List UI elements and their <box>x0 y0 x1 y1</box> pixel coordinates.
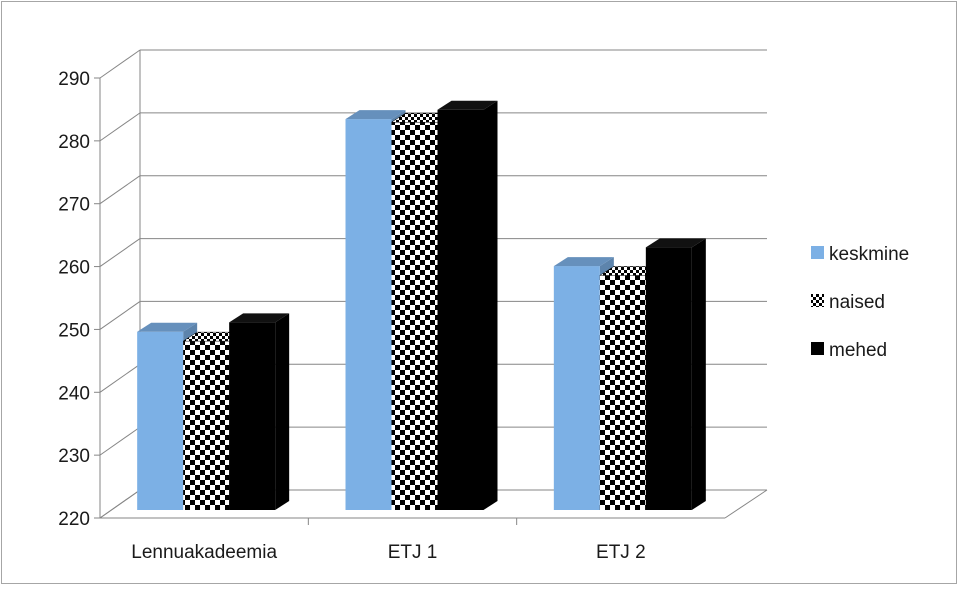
gridline-side-230 <box>99 426 141 456</box>
x-tick-label: ETJ 2 <box>596 542 646 563</box>
bar-front-face <box>229 322 276 510</box>
y-tick-label: 230 <box>58 446 90 467</box>
wall-floor-right-edge <box>724 489 768 519</box>
y-tick-label: 250 <box>58 320 90 341</box>
gridline-side-290 <box>99 49 141 79</box>
legend-item-keskmine: keskmine <box>811 244 909 265</box>
legend-swatch <box>811 342 824 355</box>
gridline-side-270 <box>99 175 141 205</box>
bar-top-face <box>137 322 198 332</box>
bar-front-face <box>437 109 484 511</box>
legend-item-mehed: mehed <box>811 340 887 361</box>
bar-top-face <box>437 100 498 110</box>
gridline-side-220 <box>99 489 141 519</box>
x-tick-label: Lennuakadeemia <box>131 542 277 563</box>
bar-top-face <box>645 238 706 248</box>
bar-front-face <box>137 331 184 510</box>
y-tick-label: 270 <box>58 195 90 216</box>
bar-top-face <box>345 110 406 120</box>
gridline-side-260 <box>99 238 141 267</box>
bar-side-face <box>483 100 498 511</box>
y-tick-label: 220 <box>58 509 90 530</box>
bar-front-face <box>599 275 646 510</box>
legend-item-naised: naised <box>811 292 885 313</box>
bar-front-face <box>345 119 392 510</box>
bar-mehed-etj-2 <box>645 238 706 510</box>
x-tick-label: ETJ 1 <box>388 542 438 563</box>
bar-front-face <box>391 122 438 510</box>
legend-swatch <box>811 294 824 307</box>
y-tick-label: 260 <box>58 258 90 279</box>
gridline-side-250 <box>99 301 141 330</box>
axes <box>94 77 725 525</box>
bar-mehed-lennuakadeemia <box>229 313 290 510</box>
tick-labels: 220 230 240 250 260 270 280 290 Lennuakadeemia ET… <box>58 69 645 563</box>
y-tick-label: 280 <box>58 132 90 153</box>
bar-top-face <box>553 257 614 267</box>
legend-swatch <box>811 246 824 259</box>
bars <box>137 100 706 511</box>
bar-front-face <box>183 341 230 510</box>
bar-side-face <box>275 313 290 510</box>
bar-front-face <box>645 247 692 510</box>
y-tick-label: 240 <box>58 383 90 404</box>
y-tick-label: 290 <box>58 69 90 90</box>
bar-mehed-etj-1 <box>437 100 498 511</box>
legend-label: naised <box>829 292 885 313</box>
legend: keskmine naised mehed <box>811 244 909 361</box>
gridline-side-280 <box>99 112 141 142</box>
gridline-side-240 <box>99 363 141 393</box>
legend-label: mehed <box>829 340 887 361</box>
bar-side-face <box>691 238 706 510</box>
bar-front-face <box>553 266 600 510</box>
bar-top-face <box>229 313 290 323</box>
legend-label: keskmine <box>829 244 909 265</box>
